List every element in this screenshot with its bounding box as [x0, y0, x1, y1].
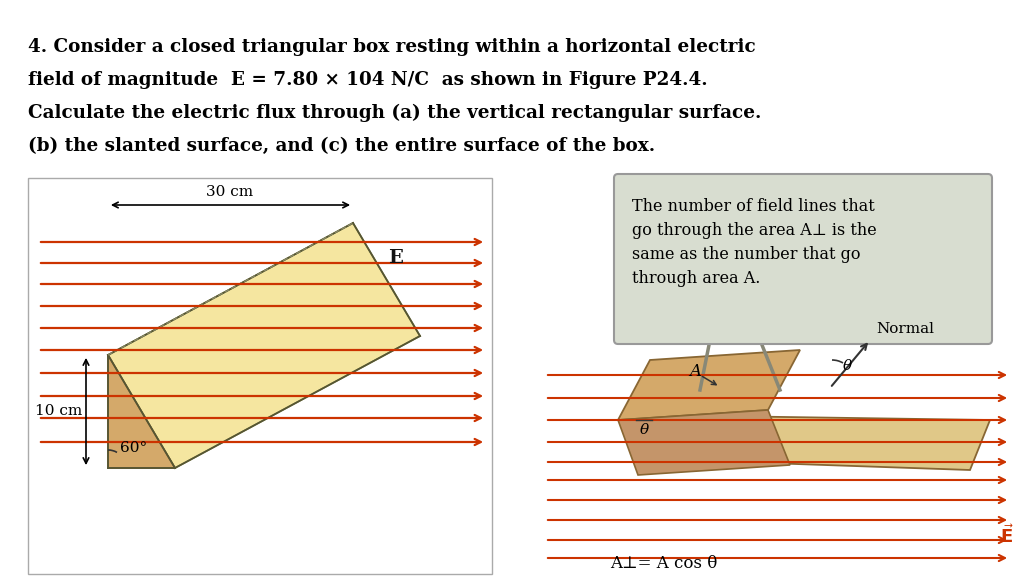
Text: θ: θ — [843, 359, 852, 373]
Polygon shape — [108, 223, 420, 468]
Text: 60°: 60° — [120, 441, 147, 455]
Text: E: E — [388, 249, 402, 267]
Polygon shape — [108, 355, 175, 468]
Text: (b) the slanted surface, and (c) the entire surface of the box.: (b) the slanted surface, and (c) the ent… — [28, 137, 655, 155]
Polygon shape — [648, 415, 990, 470]
Text: go through the area A⊥ is the: go through the area A⊥ is the — [632, 222, 877, 239]
Text: A: A — [689, 363, 701, 381]
Text: 4. Consider a closed triangular box resting within a horizontal electric: 4. Consider a closed triangular box rest… — [28, 38, 756, 56]
Text: field of magnitude  E = 7.80 × 104 N/C  as shown in Figure P24.4.: field of magnitude E = 7.80 × 104 N/C as… — [28, 71, 708, 89]
Text: same as the number that go: same as the number that go — [632, 246, 860, 263]
Text: through area A.: through area A. — [632, 270, 761, 287]
Text: Normal: Normal — [876, 322, 934, 336]
Text: A⊥= A cos θ: A⊥= A cos θ — [610, 555, 718, 572]
Polygon shape — [618, 350, 800, 420]
Text: θ: θ — [639, 423, 648, 437]
Polygon shape — [618, 410, 790, 475]
Text: $\vec{\mathbf{E}}$: $\vec{\mathbf{E}}$ — [1000, 525, 1014, 547]
Text: Calculate the electric flux through (a) the vertical rectangular surface.: Calculate the electric flux through (a) … — [28, 104, 762, 122]
Text: 30 cm: 30 cm — [207, 185, 254, 199]
Text: The number of field lines that: The number of field lines that — [632, 198, 874, 215]
FancyBboxPatch shape — [614, 174, 992, 344]
Bar — [28, 178, 492, 574]
Text: 10 cm: 10 cm — [35, 404, 82, 418]
